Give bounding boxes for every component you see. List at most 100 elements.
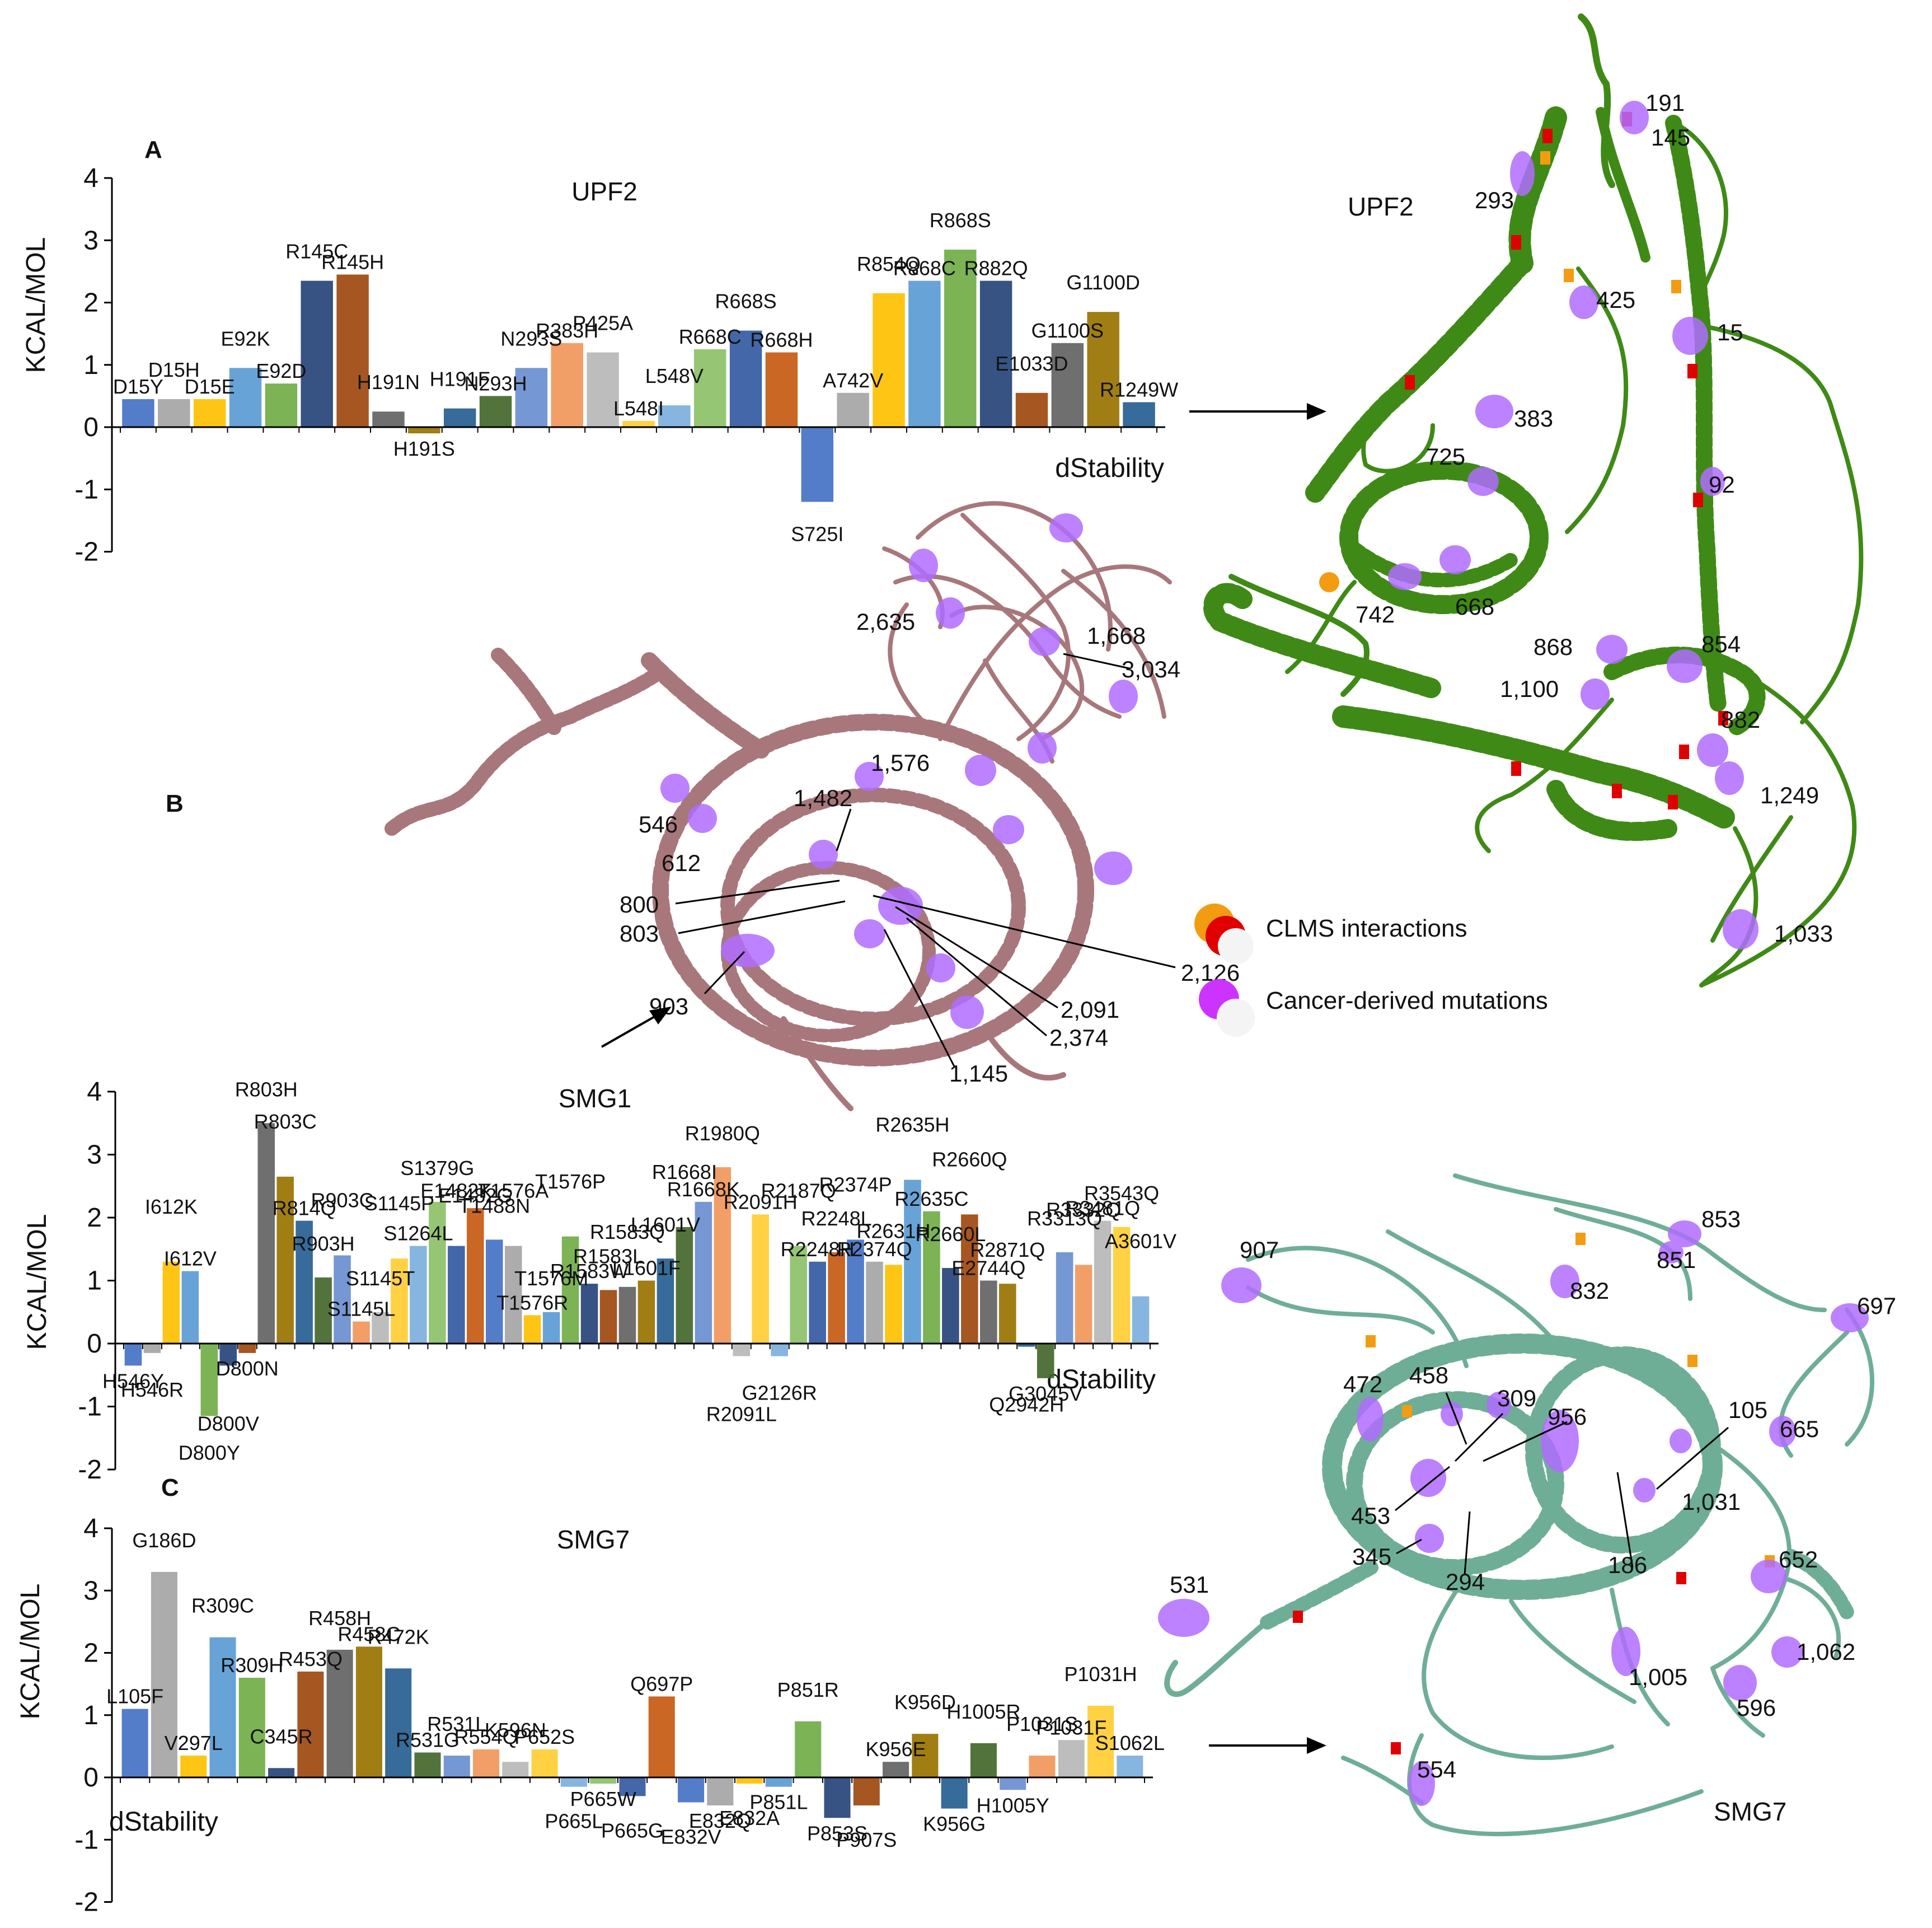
smg7-residue-label: 531 <box>1170 1571 1209 1598</box>
bar-label: E832V <box>661 1826 721 1849</box>
smg7-residue-label: 832 <box>1570 1277 1609 1304</box>
bar-R814Q <box>296 1220 313 1344</box>
bar-G1100S <box>1051 343 1084 427</box>
smg1-residue-label: 2,635 <box>856 609 915 635</box>
bar-G1100D <box>1087 312 1119 427</box>
bar-label: I612V <box>164 1247 217 1270</box>
upf2-residue-label: 725 <box>1426 443 1465 470</box>
bar-E832Q <box>707 1777 734 1806</box>
y-tick-label: -2 <box>78 1455 102 1485</box>
bar-R3332Q <box>1075 1265 1092 1344</box>
cancer-mutation-legend-label: Cancer-derived mutations <box>1266 987 1548 1014</box>
bar-label: K956E <box>866 1738 926 1761</box>
upf2-x-axis-label: dStability <box>1055 453 1164 483</box>
bar-P1031S <box>1029 1756 1056 1777</box>
bar-S1379G <box>429 1201 446 1344</box>
upf2-mutation-meshes <box>1388 101 1759 949</box>
bar-H191F <box>443 408 476 427</box>
bar-R1668K <box>695 1201 712 1344</box>
bar-R2635C <box>923 1211 940 1344</box>
bar-label: G1100D <box>1066 271 1139 294</box>
panel-label-c: C <box>161 1474 179 1501</box>
bar-label: R668H <box>750 329 813 352</box>
bar-H546R <box>143 1344 161 1353</box>
bar-R1980Q <box>714 1167 731 1344</box>
bar-label: H191N <box>357 371 420 394</box>
bar-R868S <box>944 249 977 427</box>
smg7-residue-label: 596 <box>1737 1695 1776 1721</box>
bar-R1668I <box>676 1227 693 1344</box>
bar-label: V297L <box>165 1732 223 1754</box>
bar-R854Q <box>873 293 905 427</box>
bar-label: G1100S <box>1031 319 1104 342</box>
smg1-residue-label: 546 <box>639 811 678 837</box>
smg1-residue-label: 612 <box>662 850 701 876</box>
bar-label: D800V <box>198 1412 259 1435</box>
bar-R2091L <box>733 1344 751 1356</box>
bar-H191S <box>408 427 440 434</box>
bar-label: R814Q <box>273 1197 336 1220</box>
y-tick-label: -1 <box>74 1825 99 1855</box>
bar-label: R1583W <box>550 1260 629 1283</box>
bar-label: L105F <box>106 1685 163 1708</box>
y-tick-label: 4 <box>83 1514 99 1543</box>
bar-label: L548V <box>645 364 704 387</box>
bar-label: S1379G <box>400 1157 474 1180</box>
bar-R309C <box>209 1637 236 1777</box>
bar-I612V <box>181 1271 199 1344</box>
bar-label: P851R <box>777 1678 839 1701</box>
smg7-residue-label: 652 <box>1779 1546 1818 1573</box>
bar-label: R668C <box>679 325 742 348</box>
bar-R2631H <box>885 1265 902 1344</box>
bar-R531L <box>443 1756 470 1777</box>
upf2-ribbon <box>1203 13 1864 988</box>
smg7-residue-label: 309 <box>1497 1385 1536 1411</box>
bar-S1145L <box>353 1321 370 1344</box>
smg7-mutation-meshes <box>1158 1220 1869 1806</box>
bar-label: R868S <box>930 209 991 232</box>
bar-R903C <box>334 1255 351 1344</box>
bar-R309H <box>238 1678 265 1777</box>
bar-label: E1482G <box>438 1184 512 1207</box>
bar-S725I <box>801 427 834 502</box>
bar-label: R3313Q <box>1027 1207 1102 1230</box>
smg7-residue-label: 105 <box>1728 1397 1767 1423</box>
bar-label: I612K <box>145 1195 198 1218</box>
bar-V297L <box>180 1756 207 1777</box>
smg1-bars <box>124 1123 1150 1416</box>
bar-label: P425A <box>573 312 633 335</box>
bar-R668H <box>765 352 798 427</box>
smg1-residue-label: 1,668 <box>1087 623 1146 649</box>
smg7-residue-label: 472 <box>1343 1371 1382 1397</box>
bar-label: R145C <box>285 240 348 263</box>
bar-S1062L <box>1117 1756 1143 1777</box>
bar-label: R2248L <box>801 1207 872 1230</box>
bar-E832V <box>678 1777 705 1803</box>
bar-label: R1980Q <box>685 1122 760 1145</box>
smg7-chart-title: SMG7 <box>557 1525 630 1554</box>
bar-S1264L <box>410 1246 427 1344</box>
smg1-x-axis-label: dStability <box>1047 1365 1156 1394</box>
smg7-residue-label: 853 <box>1701 1206 1741 1232</box>
bar-label: P907S <box>836 1828 897 1851</box>
upf2-residue-label: 15 <box>1717 319 1743 345</box>
arrow-to-smg1-chart <box>601 1007 672 1048</box>
y-tick-label: 3 <box>83 1576 99 1606</box>
bar-H191N <box>372 411 405 427</box>
bar-R1583L <box>599 1290 617 1344</box>
upf2-clms-orange-sites <box>1319 151 1681 592</box>
bar-H1005Y <box>1000 1777 1026 1790</box>
bar-label: R1668K <box>667 1178 740 1201</box>
smg1-chart-title: SMG1 <box>559 1084 631 1113</box>
bar-label: D800N <box>216 1357 279 1380</box>
bar-label: R2248H <box>781 1238 855 1261</box>
bar-P425A <box>587 352 619 427</box>
bar-label: R668S <box>715 290 777 313</box>
bar-A742V <box>837 392 869 427</box>
bar-E2744Q <box>980 1280 997 1344</box>
smg7-residue-label: 186 <box>1608 1552 1647 1578</box>
bar-label: R903C <box>311 1189 374 1212</box>
bar-C345R <box>268 1768 295 1777</box>
bar-label: C345R <box>250 1725 313 1748</box>
